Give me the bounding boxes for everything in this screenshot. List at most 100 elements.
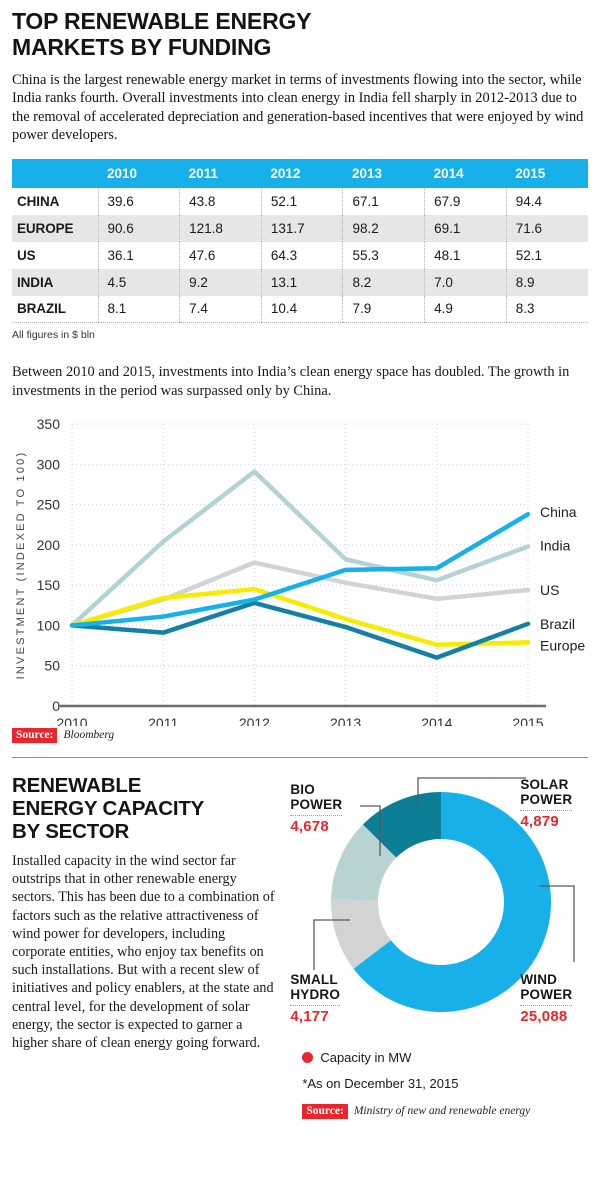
cell-brazil-2013: 7.9 <box>342 295 425 324</box>
row-label-india: INDIA <box>12 268 98 296</box>
capacity-title-line-1: RENEWABLE <box>12 773 142 797</box>
cell-brazil-2010: 8.1 <box>97 295 180 324</box>
x-tick-label-2014: 2014 <box>421 715 452 726</box>
cell-india-2014: 7.0 <box>424 268 507 296</box>
cell-india-2011: 9.2 <box>179 268 262 296</box>
capacity-donut-column: BIO POWER 4,678 SOLAR POWER 4,879 SMALL … <box>288 774 588 1124</box>
hydro-title-line-1: SMALL <box>290 971 338 987</box>
hydro-value: 4,177 <box>290 1004 341 1024</box>
table-col-2010: 2010 <box>98 158 180 188</box>
mid-paragraph: Between 2010 and 2015, investments into … <box>12 364 570 399</box>
y-tick-label-200: 200 <box>37 537 61 553</box>
cell-us-2015: 52.1 <box>505 241 588 269</box>
cell-europe-2013: 98.2 <box>342 214 425 242</box>
cell-us-2014: 48.1 <box>424 241 507 269</box>
cell-europe-2012: 131.7 <box>260 214 343 242</box>
solar-title-line-2: POWER <box>520 791 573 807</box>
donut-label-wind: WIND POWER 25,088 <box>520 971 573 1024</box>
capacity-text-column: RENEWABLE ENERGY CAPACITY BY SECTOR Inst… <box>12 774 288 1124</box>
hydro-title-line-2: HYDRO <box>290 986 341 1002</box>
table-row: BRAZIL 8.1 7.4 10.4 7.9 4.9 8.3 <box>12 295 588 324</box>
table-col-2012: 2012 <box>261 158 343 188</box>
table-corner-cell <box>12 158 98 188</box>
legend-label-china: China <box>540 504 577 520</box>
y-axis-title: INVESTMENT (INDEXED TO 100) <box>15 451 27 680</box>
line-series-india <box>69 469 531 628</box>
chart-source: Source: Bloomberg <box>12 727 588 743</box>
red-dot-icon <box>302 1051 314 1063</box>
y-tick-label-250: 250 <box>37 497 61 513</box>
table-col-2011: 2011 <box>179 158 262 188</box>
cell-china-2015: 94.4 <box>505 187 588 215</box>
cell-brazil-2014: 4.9 <box>424 295 507 324</box>
donut-slice-small-hydro <box>331 899 392 969</box>
legend-caption: Capacity in MW <box>320 1049 412 1065</box>
y-tick-label-50: 50 <box>44 658 60 674</box>
legend-label-europe: Europe <box>540 637 585 653</box>
headline-line-1: TOP RENEWABLE ENERGY <box>12 8 312 34</box>
legend-label-brazil: Brazil <box>540 616 575 632</box>
capacity-body: Installed capacity in the wind sector fa… <box>12 852 275 1051</box>
headline-line-2: MARKETS BY FUNDING <box>12 34 272 60</box>
table-row: INDIA 4.5 9.2 13.1 8.2 7.0 8.9 <box>12 268 588 296</box>
donut-label-small-hydro: SMALL HYDRO 4,177 <box>290 971 341 1024</box>
cell-europe-2014: 69.1 <box>424 214 507 242</box>
cell-us-2010: 36.1 <box>97 241 180 269</box>
cell-brazil-2015: 8.3 <box>505 295 588 324</box>
cell-india-2012: 13.1 <box>260 268 343 296</box>
table-col-2013: 2013 <box>342 158 425 188</box>
leader-line-wind <box>540 885 575 962</box>
investment-line-chart: 0 50 100 150 200 250 300 350 2010 2011 2012 2013 201… <box>0 406 600 726</box>
line-series-china <box>69 511 531 628</box>
cell-india-2013: 8.2 <box>342 268 425 296</box>
cell-europe-2011: 121.8 <box>179 214 262 242</box>
table-col-2015: 2015 <box>506 158 588 188</box>
table-row: EUROPE 90.6 121.8 131.7 98.2 69.1 71.6 <box>12 214 588 242</box>
cell-brazil-2012: 10.4 <box>260 295 343 324</box>
source-name-2: Ministry of new and renewable energy <box>353 1105 531 1118</box>
row-label-europe: EUROPE <box>12 214 98 242</box>
x-tick-label-2013: 2013 <box>330 715 361 726</box>
row-label-brazil: BRAZIL <box>12 295 98 324</box>
cell-us-2013: 55.3 <box>342 241 425 269</box>
cell-us-2012: 64.3 <box>260 241 343 269</box>
y-tick-label-350: 350 <box>37 416 61 432</box>
y-tick-label-300: 300 <box>37 456 61 472</box>
cell-europe-2010: 90.6 <box>97 214 180 242</box>
leader-line-bio <box>360 805 381 856</box>
capacity-section: RENEWABLE ENERGY CAPACITY BY SECTOR Inst… <box>12 774 588 1124</box>
row-label-china: CHINA <box>17 193 60 209</box>
capacity-title-line-2: ENERGY CAPACITY <box>12 796 205 820</box>
solar-value: 4,879 <box>520 809 573 829</box>
bio-title-line-1: BIO <box>290 781 315 797</box>
bio-title-line-2: POWER <box>290 796 343 812</box>
cell-china-2010: 39.6 <box>97 187 180 215</box>
capacity-title: RENEWABLE ENERGY CAPACITY BY SECTOR <box>12 774 280 843</box>
wind-title-line-1: WIND <box>520 971 558 987</box>
source-name: Bloomberg <box>63 729 115 742</box>
line-chart-svg: 0 50 100 150 200 250 300 350 2010 2011 2012 2013 201… <box>15 416 585 726</box>
donut-slice-wind <box>353 791 552 1012</box>
leader-line-solar <box>417 777 527 806</box>
donut-source: Source: Ministry of new and renewable en… <box>302 1103 531 1119</box>
table-footnote: All figures in $ bln <box>12 329 95 342</box>
table-header-row: 2010 2011 2012 2013 2014 2015 <box>12 158 588 188</box>
row-label-us: US <box>17 247 36 263</box>
wind-value: 25,088 <box>520 1004 573 1024</box>
x-tick-label-2012: 2012 <box>239 715 270 726</box>
cell-china-2013: 67.1 <box>342 187 425 215</box>
table-col-2014: 2014 <box>424 158 507 188</box>
solar-title-line-1: SOLAR <box>520 776 569 792</box>
cell-india-2015: 8.9 <box>505 268 588 296</box>
capacity-title-line-3: BY SECTOR <box>12 819 130 843</box>
as-on-note: *As on December 31, 2015 <box>302 1075 459 1091</box>
donut-slice-solar-power <box>363 791 442 858</box>
page-title: TOP RENEWABLE ENERGY MARKETS BY FUNDING <box>12 0 588 60</box>
bio-value: 4,678 <box>290 814 343 834</box>
x-tick-label-2010: 2010 <box>56 715 87 726</box>
leader-line-hydro <box>313 919 351 970</box>
x-tick-label-2015: 2015 <box>512 715 543 726</box>
cell-europe-2015: 71.6 <box>505 214 588 242</box>
legend-label-india: India <box>540 537 571 553</box>
cell-us-2011: 47.6 <box>179 241 262 269</box>
